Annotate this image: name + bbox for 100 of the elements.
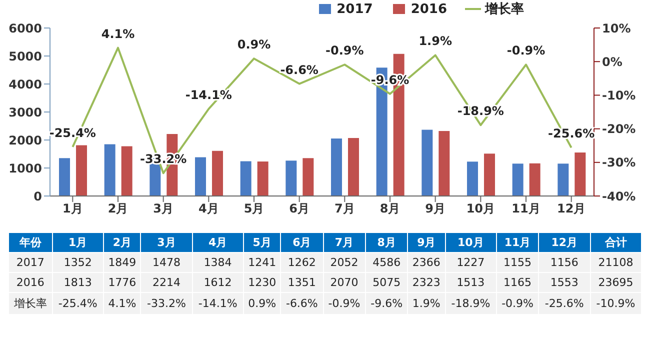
category-label: 2月 <box>112 236 132 249</box>
y-tick-label: 6000 <box>8 21 42 36</box>
category-label: 8月 <box>377 236 396 249</box>
data-label: 1849 <box>104 252 141 272</box>
data-label: 1155 <box>496 252 539 272</box>
y2-tick-label: 0% <box>602 54 622 69</box>
data-label: 1351 <box>280 272 324 292</box>
category-label: 10月 <box>458 236 484 249</box>
data-label: -25.4% <box>52 292 104 314</box>
text: 23695 <box>590 272 642 292</box>
data-label: 4586 <box>365 252 408 272</box>
text: 2016 <box>16 276 44 289</box>
x-tick-label: 11月 <box>512 202 540 216</box>
category-label: 11月 <box>504 236 531 249</box>
data-label: 1776 <box>104 272 141 292</box>
data-label: 1.9% <box>408 292 446 314</box>
data-label: 1230 <box>243 272 281 292</box>
data-label: 1241 <box>243 252 281 272</box>
x-tick-label: 2月 <box>108 202 128 216</box>
legend-label: 增长率 <box>484 0 524 18</box>
data-label: -18.9% <box>445 292 496 314</box>
bar <box>286 160 297 196</box>
category-label: 9月 <box>417 236 436 249</box>
data-label: 1227 <box>445 252 496 272</box>
data-label: 4.1% <box>104 292 141 314</box>
y2-tick-label: -20% <box>602 122 636 136</box>
data-label: 1384 <box>192 252 244 272</box>
x-tick-label: 12月 <box>556 202 586 216</box>
y-tick-label: 2000 <box>8 133 42 148</box>
y-tick-label: 1000 <box>8 161 42 176</box>
bar <box>121 146 132 196</box>
x-tick-label: 1月 <box>62 202 83 216</box>
data-label: 1156 <box>538 252 590 272</box>
y2-tick-label: -30% <box>602 156 636 170</box>
text: 0.9% <box>237 38 271 52</box>
data-label: -14.1% <box>192 292 244 314</box>
bar <box>331 138 342 196</box>
category-label: 6月 <box>292 236 312 249</box>
text: 合计 <box>590 232 642 252</box>
data-label: 2214 <box>140 272 192 292</box>
data-label: -0.9% <box>323 292 366 314</box>
data-label: 2052 <box>323 252 366 272</box>
data-label: -0.9% <box>496 292 539 314</box>
bar <box>59 158 70 196</box>
bar <box>104 144 116 196</box>
text: 4.1% <box>101 26 135 41</box>
bar <box>302 158 314 196</box>
data-label: 1352 <box>52 252 104 272</box>
category-label: 5月 <box>252 236 272 249</box>
data-label: 2070 <box>323 272 366 292</box>
text: -0.9% <box>506 44 546 58</box>
y2-tick-label: -10% <box>602 88 636 102</box>
bar <box>467 162 478 196</box>
y-tick-label: 3000 <box>8 105 42 120</box>
data-label: 1553 <box>538 272 590 292</box>
y2-tick-label: 10% <box>602 21 631 36</box>
x-tick-label: 8月 <box>380 202 400 216</box>
data-label: 1262 <box>280 252 324 272</box>
bar <box>574 152 586 196</box>
data-label: 5075 <box>365 272 408 292</box>
bar <box>257 162 268 196</box>
x-tick-label: 3月 <box>153 202 174 216</box>
data-label: 1165 <box>496 272 539 292</box>
bar <box>422 130 433 196</box>
y-tick-label: 5000 <box>8 49 42 64</box>
text: 2017 <box>16 256 44 269</box>
data-label: -25.6% <box>538 292 590 314</box>
data-label: 1513 <box>445 272 496 292</box>
bar <box>438 130 450 196</box>
text: -6.6% <box>280 62 318 77</box>
category-label: 4月 <box>208 236 228 249</box>
text: 增长率 <box>14 297 47 310</box>
text: -0.9% <box>326 44 364 58</box>
text: 年份 <box>8 232 52 252</box>
text: 21108 <box>590 252 642 272</box>
data-label: 1612 <box>192 272 244 292</box>
text: 1.9% <box>418 34 452 48</box>
category-label: 3月 <box>157 236 176 249</box>
data-label: 2323 <box>408 272 446 292</box>
text: -9.6% <box>370 72 410 87</box>
bar <box>529 163 540 196</box>
bar <box>558 164 569 196</box>
y2-tick-label: -40% <box>602 189 636 204</box>
category-label: 7月 <box>334 236 354 249</box>
legend-label: 2016 <box>410 0 447 18</box>
y-tick-label: 0 <box>34 189 42 204</box>
data-label: 1813 <box>52 272 104 292</box>
bar <box>195 157 206 196</box>
x-tick-label: 9月 <box>425 202 446 216</box>
bar <box>484 154 495 196</box>
bar <box>76 145 87 196</box>
bar <box>512 164 524 196</box>
x-tick-label: 4月 <box>198 202 219 216</box>
x-tick-label: 5月 <box>244 202 264 216</box>
category-label: 1月 <box>68 236 88 249</box>
x-tick-label: 7月 <box>334 202 355 216</box>
x-tick-label: 10月 <box>466 202 496 216</box>
category-label: 12月 <box>551 236 578 249</box>
legend-label: 2017 <box>336 0 373 18</box>
y-tick-label: 4000 <box>8 77 42 92</box>
